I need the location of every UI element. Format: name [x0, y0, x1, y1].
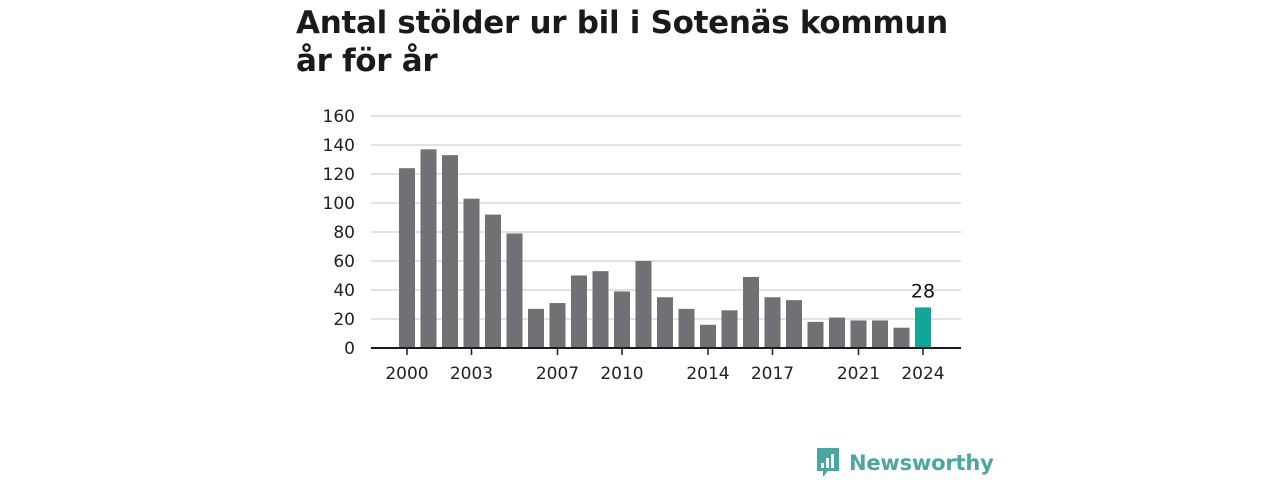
chart-title-line-2: år för år	[296, 43, 438, 79]
data-labels: 28	[911, 280, 935, 302]
bar	[528, 308, 544, 348]
bar	[549, 303, 566, 348]
bar	[807, 321, 824, 348]
bar-chart-speech-bubble-icon	[817, 448, 839, 477]
bar	[700, 324, 716, 348]
bar	[786, 300, 802, 348]
x-tick-label: 2014	[686, 364, 729, 384]
bar	[743, 276, 759, 348]
bar	[678, 308, 695, 348]
bar	[635, 261, 652, 348]
bar-highlight	[915, 307, 931, 348]
brand-name: Newsworthy	[849, 451, 994, 475]
x-tick-label: 2010	[600, 364, 643, 384]
y-tick-label: 20	[333, 310, 355, 330]
bars	[399, 149, 931, 348]
bar	[872, 320, 888, 348]
gridlines	[371, 115, 961, 320]
x-tick-label: 2007	[536, 364, 579, 384]
bar	[592, 271, 609, 348]
bar	[721, 310, 738, 348]
bar	[399, 168, 415, 348]
x-tick-label: 2024	[901, 364, 944, 384]
x-tick-label: 2000	[385, 364, 428, 384]
bar	[893, 327, 910, 348]
bar	[850, 320, 867, 348]
y-tick-label: 160	[323, 107, 355, 127]
bar	[764, 297, 781, 348]
bar	[442, 155, 458, 348]
y-tick-label: 80	[333, 223, 355, 243]
bar	[657, 297, 673, 348]
y-axis-ticks: 0 20 40 60 80 100 120 140 160	[323, 107, 355, 359]
bar	[420, 149, 437, 348]
chart-title: Antal stölder ur bil i Sotenäs kommun år…	[296, 4, 996, 80]
x-tick-label: 2017	[751, 364, 794, 384]
data-label: 28	[911, 280, 935, 302]
bar	[571, 275, 587, 348]
bar	[463, 198, 480, 348]
x-tick-label: 2003	[450, 364, 493, 384]
bar	[829, 317, 845, 348]
chart-title-line-1: Antal stölder ur bil i Sotenäs kommun	[296, 5, 948, 41]
y-tick-label: 60	[333, 252, 355, 272]
y-tick-label: 140	[323, 136, 355, 156]
y-tick-label: 0	[344, 339, 355, 359]
bar	[485, 214, 501, 348]
x-axis-ticks: 2000 2003 2007 2010 2014 2017 2021 2024	[385, 348, 945, 384]
x-tick-label: 2021	[837, 364, 880, 384]
y-tick-label: 100	[323, 194, 355, 214]
y-tick-label: 120	[323, 165, 355, 185]
newsworthy-logo: Newsworthy	[815, 446, 994, 480]
bar	[506, 233, 523, 348]
bar	[614, 291, 630, 348]
y-tick-label: 40	[333, 281, 355, 301]
